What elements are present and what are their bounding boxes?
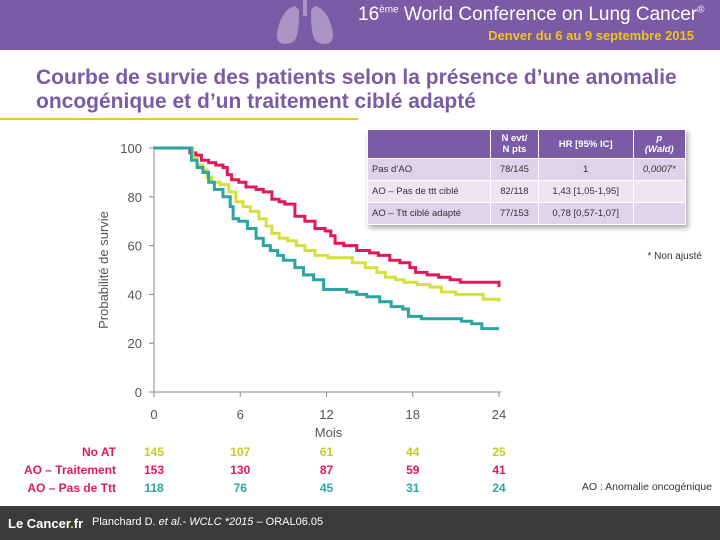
conference-title: 16ème World Conference on Lung Cancer®: [358, 4, 705, 25]
hr-cell-hr: 1,43 [1,05-1,95]: [537, 180, 634, 203]
survival-chart: 0 20 40 60 80 100 0 6 12 18 24 Mois Probabilité de s…: [96, 141, 506, 440]
risk-value: 31: [406, 481, 420, 495]
series-line-no-at: [154, 146, 499, 331]
hr-cell-hr: 0,78 [0,57-1,07]: [537, 202, 634, 225]
risk-row: AO – Traitement 153 130 87 59 41: [0, 463, 720, 479]
x-tick-label: 12: [319, 407, 333, 422]
risk-value: 59: [406, 463, 420, 477]
lungs-icon: [276, 0, 334, 44]
risk-row-label: AO – Pas de Ttt: [27, 481, 116, 495]
footer-reference: Planchard D. et al.- WCLC *2015 – ORAL06…: [92, 516, 324, 528]
y-tick-label: 100: [120, 141, 142, 156]
y-tick-label: 40: [128, 287, 142, 302]
hr-cell-events: 78/145: [490, 158, 539, 181]
hr-header-blank: [366, 129, 492, 159]
risk-value: 44: [406, 445, 420, 459]
risk-value: 24: [492, 481, 506, 495]
risk-row: AO – Pas de Ttt 118 76 45 31 24: [0, 481, 720, 497]
hr-cell-p: 0,0007*: [632, 158, 687, 181]
x-tick-label: 18: [406, 407, 420, 422]
risk-value: 25: [492, 445, 506, 459]
risk-value: 107: [230, 445, 251, 459]
hr-header-events: N evt/N pts: [490, 129, 539, 159]
hr-cell-group: Pas d’AO: [366, 158, 492, 181]
hr-cell-p: [632, 180, 687, 203]
series-line-ao-traitement: [154, 146, 501, 288]
risk-row-label: AO – Traitement: [23, 463, 116, 477]
risk-value: 118: [144, 481, 164, 495]
risk-value: 130: [230, 463, 251, 477]
header-banner: 16ème World Conference on Lung Cancer® D…: [0, 0, 720, 50]
risk-value: 41: [492, 463, 506, 477]
hr-header-p: p (Wald): [632, 129, 687, 159]
hr-cell-events: 77/153: [490, 202, 539, 225]
risk-value: 45: [319, 481, 334, 495]
hr-cell-p: [632, 202, 687, 225]
lecancer-logo: Le Cancer.fr: [8, 516, 84, 531]
hr-cell-group: AO – Pas de ttt ciblé: [366, 180, 492, 203]
hr-table-row: AO – Ttt ciblé adapté 77/153 0,78 [0,57-…: [366, 202, 687, 225]
y-tick-label: 60: [128, 239, 142, 254]
risk-value: 145: [143, 445, 165, 459]
hr-table-row: Pas d’AO 78/145 1 0,0007*: [366, 158, 687, 181]
y-axis-label: Probabilité de survie: [96, 211, 111, 329]
ao-definition: AO : Anomalie oncogénique: [581, 481, 712, 493]
x-tick-label: 6: [237, 407, 244, 422]
risk-value: 87: [319, 463, 334, 477]
hr-cell-events: 82/118: [490, 180, 539, 203]
y-tick-label: 80: [128, 190, 142, 205]
x-tick-label: 0: [150, 407, 157, 422]
risk-value: 76: [233, 481, 247, 495]
hazard-ratio-table: N evt/N pts HR [95% IC] p (Wald) Pas d’AO…: [366, 129, 687, 225]
title-underline: [0, 118, 358, 120]
x-axis-label: Mois: [315, 425, 343, 440]
hr-table-header: N evt/N pts HR [95% IC] p (Wald): [366, 129, 687, 159]
x-tick-label: 24: [492, 407, 506, 422]
hr-cell-hr: 1: [537, 158, 634, 181]
hr-cell-group: AO – Ttt ciblé adapté: [366, 202, 492, 225]
risk-value: 61: [319, 445, 334, 459]
non-adjusted-note: * Non ajusté: [647, 251, 702, 262]
risk-value: 153: [143, 463, 165, 477]
hr-table-row: AO – Pas de ttt ciblé 82/118 1,43 [1,05-…: [366, 180, 687, 203]
conference-subtitle: Denver du 6 au 9 septembre 2015: [488, 28, 694, 43]
y-tick-label: 0: [135, 385, 142, 400]
footer-bar: Le Cancer.fr Planchard D. et al.- WCLC *…: [0, 506, 720, 540]
y-tick-label: 20: [128, 336, 142, 351]
hr-header-hr: HR [95% IC]: [537, 129, 634, 159]
risk-row-label: No AT: [82, 445, 116, 459]
slide-title: Courbe de survie des patients selon la p…: [36, 66, 677, 113]
risk-row: No AT 145 107 61 44 25: [0, 445, 720, 461]
